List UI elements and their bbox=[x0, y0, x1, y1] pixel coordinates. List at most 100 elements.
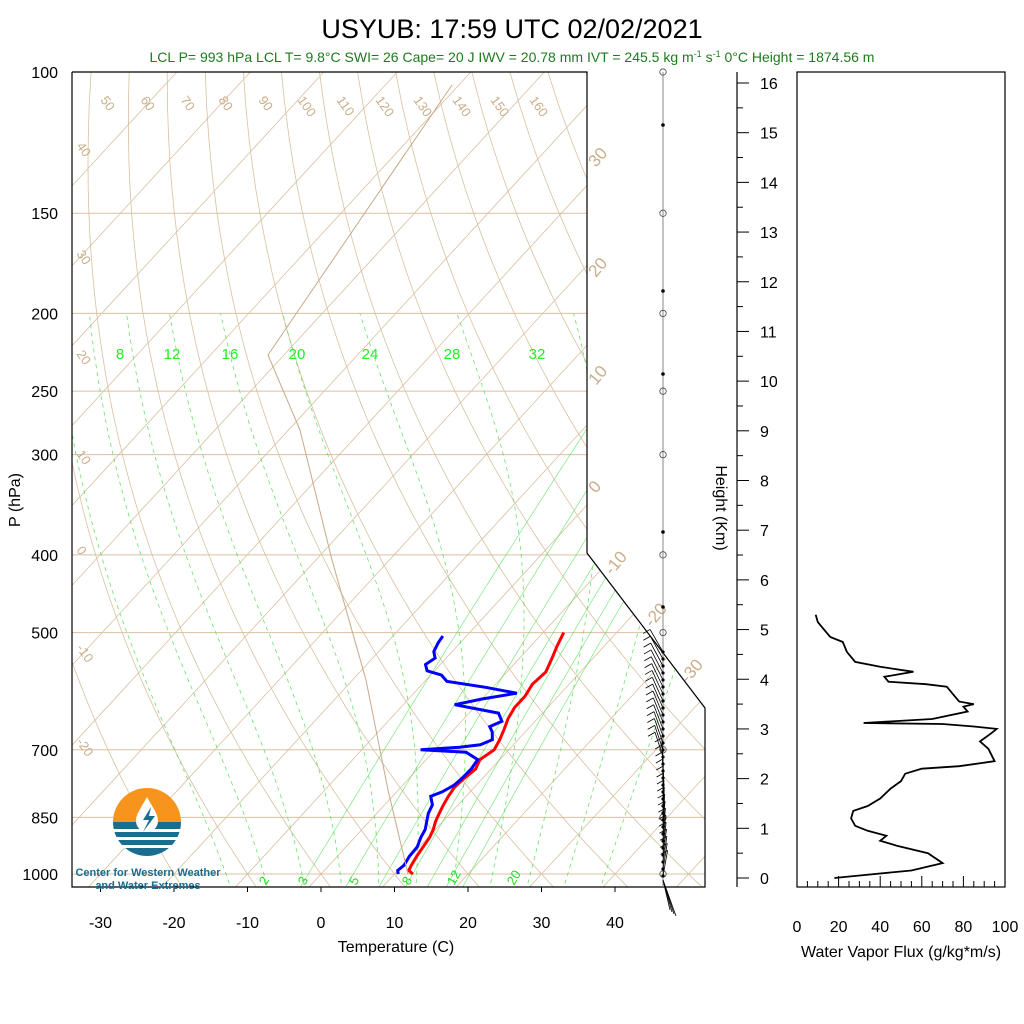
dry-adiabat-line bbox=[776, 72, 1024, 891]
left-adiabat-label: 20 bbox=[74, 347, 95, 367]
wind-barb bbox=[662, 843, 668, 870]
height-tick-2: 2 bbox=[760, 772, 769, 789]
moist-adiabat-line bbox=[89, 313, 269, 887]
wind-barb bbox=[662, 794, 666, 821]
flux-tick-100: 100 bbox=[992, 919, 1019, 936]
wind-barb bbox=[650, 636, 664, 660]
right-adiabat-label: -10 bbox=[601, 548, 631, 579]
mixing-label-top-16: 16 bbox=[222, 346, 239, 363]
flux-tick-60: 60 bbox=[913, 919, 931, 936]
isotherm-line bbox=[72, 72, 619, 887]
wind-barb bbox=[662, 808, 666, 835]
dry-adiabat-line bbox=[87, 72, 334, 887]
dry-adiabat-line bbox=[433, 72, 705, 887]
dry-adiabat-line bbox=[585, 72, 705, 887]
dry-adiabat-line bbox=[814, 72, 1024, 891]
wind-barb-feather bbox=[655, 751, 663, 757]
temperature-tick-0: 0 bbox=[317, 915, 326, 932]
wind-barb-feather bbox=[644, 656, 652, 662]
flux-tick-40: 40 bbox=[871, 919, 889, 936]
ivt-exponent-2: -1 bbox=[713, 49, 721, 59]
wind-barb bbox=[662, 801, 666, 828]
iwv-value: IWV = 20.78 mm bbox=[478, 49, 583, 65]
wind-barb bbox=[662, 879, 677, 917]
dry-adiabat-line bbox=[738, 72, 1024, 891]
pressure-tick-1000: 1000 bbox=[22, 867, 58, 884]
wind-barb bbox=[654, 725, 664, 751]
height-tick-4: 4 bbox=[760, 672, 769, 689]
height-tick-14: 14 bbox=[760, 175, 778, 192]
wind-barb-feather bbox=[660, 850, 668, 855]
cw3e-logo: Center for Western Weather and Water Ext… bbox=[75, 788, 221, 892]
moist-adiabat-line bbox=[282, 313, 419, 887]
wind-barb-feather bbox=[659, 835, 668, 841]
isotherm-line bbox=[452, 72, 705, 887]
dry-adiabat-line bbox=[357, 72, 705, 887]
adiabat-label-50: 50 bbox=[98, 93, 119, 113]
flux-profile bbox=[814, 614, 999, 879]
chart-title: USYUB: 17:59 UTC 02/02/2021 bbox=[321, 14, 702, 44]
right-adiabat-label: 0 bbox=[585, 477, 606, 496]
lcl-temperature: LCL T= 9.8°C bbox=[256, 49, 341, 65]
wind-level-dot bbox=[661, 372, 665, 376]
mixing-label-top-20: 20 bbox=[289, 346, 306, 363]
pressure-tick-500: 500 bbox=[31, 626, 58, 643]
temperature-profile bbox=[406, 631, 566, 876]
wind-barb bbox=[662, 780, 665, 807]
right-adiabat-label: 10 bbox=[585, 362, 612, 389]
isotherm-line bbox=[305, 72, 705, 887]
wind-barb-feather bbox=[658, 807, 666, 813]
adiabat-label-140: 140 bbox=[450, 93, 475, 119]
wind-barb-feather bbox=[656, 772, 664, 778]
ivt-exponent-1: -1 bbox=[694, 49, 702, 59]
mixing-label-bottom-5: 5 bbox=[346, 874, 363, 888]
isotherm-line bbox=[72, 72, 251, 887]
height-tick-16: 16 bbox=[760, 76, 778, 93]
adiabat-label-160: 160 bbox=[527, 93, 552, 119]
temperature-axis-label: Temperature (C) bbox=[338, 939, 454, 956]
wind-barb-feather bbox=[645, 683, 653, 689]
mixing-label-top-32: 32 bbox=[529, 346, 546, 363]
wind-barb bbox=[652, 690, 664, 716]
dry-adiabat-line bbox=[319, 72, 705, 887]
wind-level-circle bbox=[659, 309, 667, 318]
moist-adiabat-line bbox=[126, 313, 306, 887]
logo-line-1: Center for Western Weather bbox=[75, 867, 221, 879]
height-tick-1: 1 bbox=[760, 821, 769, 838]
wind-barb-feather bbox=[646, 711, 655, 716]
dry-adiabat-line bbox=[547, 72, 705, 887]
logo-line-2: and Water Extremes bbox=[95, 880, 200, 892]
mixing-label-top-24: 24 bbox=[362, 346, 379, 363]
height-tick-12: 12 bbox=[760, 275, 778, 292]
height-tick-10: 10 bbox=[760, 374, 778, 391]
pressure-tick-700: 700 bbox=[31, 743, 58, 760]
wind-barb-feather bbox=[656, 779, 665, 785]
wind-barb bbox=[650, 656, 664, 681]
wind-barb-feather bbox=[645, 690, 654, 696]
wind-barb bbox=[653, 711, 664, 737]
wind-barb bbox=[649, 629, 664, 653]
wind-barb bbox=[662, 787, 665, 814]
pressure-tick-300: 300 bbox=[31, 448, 58, 465]
pressure-tick-150: 150 bbox=[31, 206, 58, 223]
pressure-tick-250: 250 bbox=[31, 384, 58, 401]
wind-level-dot bbox=[661, 530, 665, 534]
dry-adiabat-line bbox=[699, 72, 705, 887]
zero-degree-height: 0°C Height = 1874.56 m bbox=[725, 49, 875, 65]
mixing-ratio-line bbox=[460, 361, 705, 887]
wind-barb-column bbox=[642, 68, 677, 917]
wind-barb bbox=[651, 663, 664, 688]
mixing-ratio-line bbox=[443, 361, 705, 887]
wind-barb bbox=[651, 677, 664, 702]
height-tick-6: 6 bbox=[760, 573, 769, 590]
dry-adiabat-line bbox=[72, 72, 260, 887]
temperature-tick-20: 20 bbox=[459, 915, 477, 932]
mixing-label-top-12: 12 bbox=[164, 346, 181, 363]
wind-level-circle bbox=[659, 387, 667, 395]
moist-adiabat-line bbox=[169, 313, 343, 887]
temperature-tick--10: -10 bbox=[236, 915, 259, 932]
moist-adiabat-line bbox=[359, 313, 467, 887]
stats-line: LCL P= 993 hPa LCL T= 9.8°C SWI= 26 Cape… bbox=[150, 49, 875, 65]
temperature-tick-30: 30 bbox=[533, 915, 551, 932]
